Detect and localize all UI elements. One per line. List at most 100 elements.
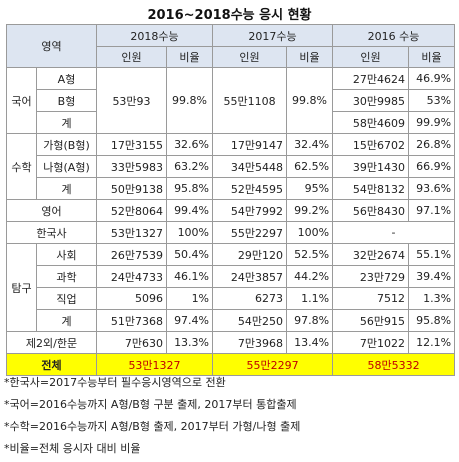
sub-label: 계: [36, 111, 97, 134]
cell-count: 7만630: [96, 331, 167, 354]
cell-count: 24만3857: [212, 265, 288, 288]
header-ratio: 비율: [286, 46, 334, 68]
header-area: 영역: [6, 24, 97, 68]
table-row: 국어 A형 53만93 99.8% 55만1108 99.8% 27만4624 …: [6, 67, 456, 134]
sub-label: 계: [36, 309, 97, 332]
row-label-english: 영어: [6, 199, 97, 222]
total-2016: 58만5332: [332, 353, 456, 376]
cell-ratio: 46.9%: [408, 67, 456, 90]
cell-count: 7만3968: [212, 331, 288, 354]
footnote: *수학=2016수능까지 A형/B형 출제, 2017부터 가형/나형 출제: [4, 420, 301, 433]
cell-count: 15만6702: [332, 133, 410, 156]
cell-ratio: 97.1%: [408, 199, 456, 222]
cell-count: 54만8132: [332, 177, 410, 200]
cell-count: 54만7992: [212, 199, 288, 222]
cell-ratio: 63.2%: [165, 155, 214, 178]
cell-count: 55만2297: [212, 221, 288, 244]
cell-count: 53만1327: [96, 221, 167, 244]
cell-ratio: 32.4%: [286, 133, 334, 156]
table-row: 영어 52만8064 99.4% 54만7992 99.2% 56만8430 9…: [6, 199, 456, 222]
cell-count: 5096: [96, 287, 167, 310]
sub-label: A형: [36, 67, 97, 90]
cell-count: 58만4609: [332, 111, 410, 134]
cell-ratio: 1.3%: [408, 287, 456, 310]
exam-stats-table: 영역 2018수능 2017수능 2016 수능 인원 비율 인원 비율 인원 …: [6, 24, 456, 376]
cell-count: 50만9138: [96, 177, 167, 200]
table-row: 수학 가형(B형) 17만3155 32.6% 17만9147 32.4% 15…: [6, 133, 456, 200]
cell-count: 34만5448: [212, 155, 288, 178]
cell-ratio: 99.9%: [408, 111, 456, 134]
cell-count: 17만3155: [96, 133, 167, 156]
cell-ratio: 52.5%: [286, 243, 334, 266]
cell-count: 54만250: [212, 309, 288, 332]
cell-ratio: 95.8%: [165, 177, 214, 200]
cell-count: 23만729: [332, 265, 410, 288]
cell-ratio: 39.4%: [408, 265, 456, 288]
page-title: 2016~2018수능 응시 현황: [147, 8, 312, 23]
cell-ratio: 66.9%: [408, 155, 456, 178]
cell-ratio: 12.1%: [408, 331, 456, 354]
sub-label: 사회: [36, 243, 97, 266]
sub-label: 직업: [36, 287, 97, 310]
row-label-history: 한국사: [6, 221, 97, 244]
cell-count: 55만1108: [212, 67, 288, 134]
cell-ratio: 26.8%: [408, 133, 456, 156]
cell-ratio: 97.8%: [286, 309, 334, 332]
cell-count: 39만1430: [332, 155, 410, 178]
table-row: 직업 5096 1% 6273 1.1% 7512 1.3%: [7, 287, 456, 310]
cell-count: 32만2674: [332, 243, 410, 266]
cell-count: 51만7368: [96, 309, 167, 332]
cell-count: 29만120: [212, 243, 288, 266]
cell-count: 52만8064: [96, 199, 167, 222]
cell-count: -: [332, 221, 456, 244]
footnote: *비율=전체 응시자 대비 비율: [4, 442, 141, 455]
header-count: 인원: [96, 46, 167, 68]
cell-ratio: 100%: [165, 221, 214, 244]
table-row: 계 50만9138 95.8% 52만4595 95% 54만8132 93.6…: [7, 177, 456, 200]
cell-count: 52만4595: [212, 177, 288, 200]
table-row: 계 51만7368 97.4% 54만250 97.8% 56만915 95.8…: [7, 309, 456, 332]
cell-ratio: 32.6%: [165, 133, 214, 156]
table-row: 한국사 53만1327 100% 55만2297 100% -: [6, 221, 456, 244]
cell-count: 53만93: [96, 67, 167, 134]
header-ratio: 비율: [408, 46, 456, 68]
cell-ratio: 99.8%: [286, 67, 334, 134]
cell-count: 27만4624: [332, 67, 410, 90]
header-year-2017: 2017수능: [212, 24, 334, 47]
cell-ratio: 13.4%: [286, 331, 334, 354]
cell-count: 30만9985: [332, 89, 410, 112]
cell-ratio: 95%: [286, 177, 334, 200]
footnote: *국어=2016수능까지 A형/B형 구분 출제, 2017부터 통합출제: [4, 398, 297, 411]
cell-count: 26만7539: [96, 243, 167, 266]
header-count: 인원: [212, 46, 288, 68]
row-label-inquiry: 탐구: [6, 243, 37, 332]
cell-ratio: 1%: [165, 287, 214, 310]
cell-count: 56만8430: [332, 199, 410, 222]
cell-ratio: 95.8%: [408, 309, 456, 332]
cell-ratio: 100%: [286, 221, 334, 244]
cell-ratio: 93.6%: [408, 177, 456, 200]
cell-count: 33만5983: [96, 155, 167, 178]
cell-ratio: 44.2%: [286, 265, 334, 288]
cell-count: 7만1022: [332, 331, 410, 354]
cell-ratio: 55.1%: [408, 243, 456, 266]
table-row: 나형(A형) 33만5983 63.2% 34만5448 62.5% 39만14…: [7, 155, 456, 178]
row-label-foreign: 제2외/한문: [6, 331, 97, 354]
cell-ratio: 50.4%: [165, 243, 214, 266]
cell-ratio: 46.1%: [165, 265, 214, 288]
row-label-math: 수학: [6, 133, 37, 200]
header-count: 인원: [332, 46, 410, 68]
table-row: 제2외/한문 7만630 13.3% 7만3968 13.4% 7만1022 1…: [6, 331, 456, 354]
cell-ratio: 99.2%: [286, 199, 334, 222]
sub-label: 과학: [36, 265, 97, 288]
sub-label: B형: [36, 89, 97, 112]
sub-label: 계: [36, 177, 97, 200]
table-row: 탐구 사회 26만7539 50.4% 29만120 52.5% 32만2674…: [6, 243, 456, 332]
sub-label: 나형(A형): [36, 155, 97, 178]
total-2017: 55만2297: [212, 353, 334, 376]
cell-ratio: 62.5%: [286, 155, 334, 178]
cell-ratio: 53%: [408, 89, 456, 112]
header-ratio: 비율: [165, 46, 214, 68]
row-label-korean: 국어: [6, 67, 37, 134]
cell-count: 6273: [212, 287, 288, 310]
